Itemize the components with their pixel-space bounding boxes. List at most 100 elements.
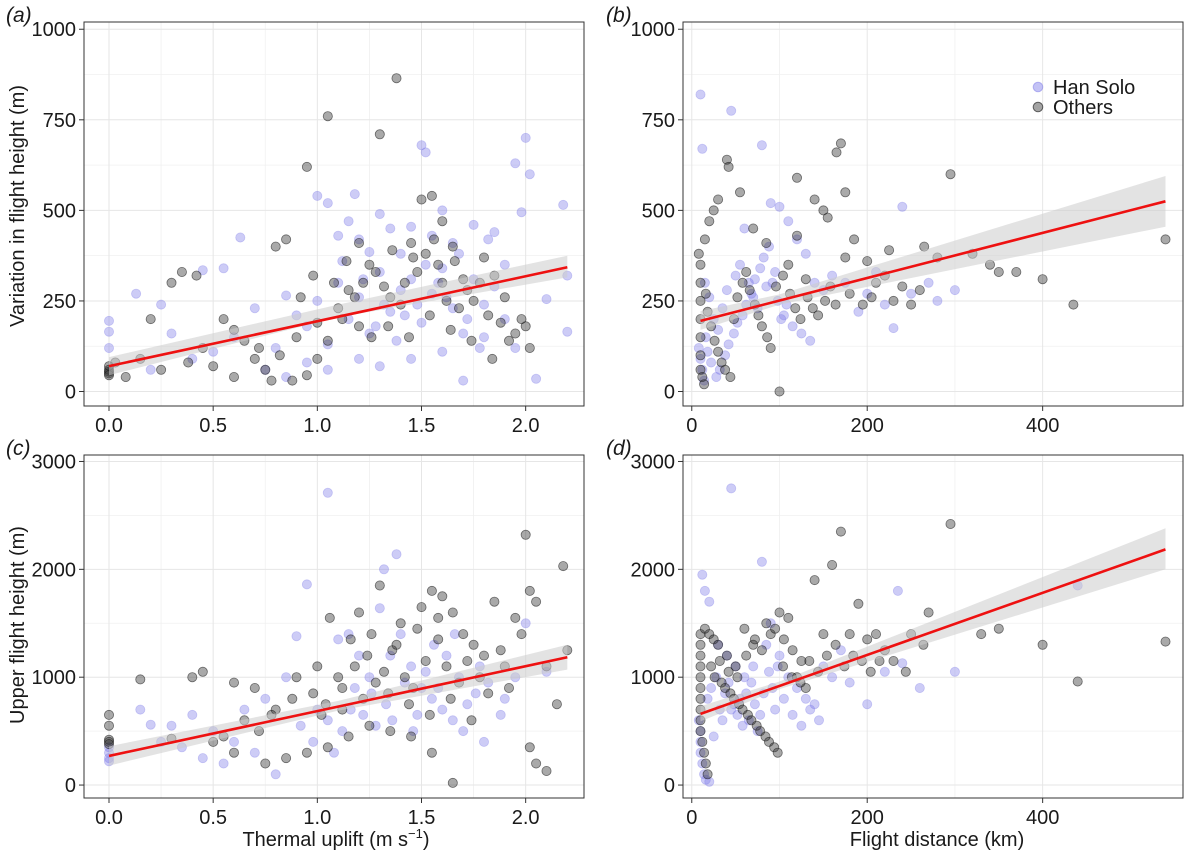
y-tick-label: 250 — [43, 291, 76, 313]
point-han-solo — [391, 549, 402, 560]
point-others — [428, 234, 439, 245]
point-han-solo — [695, 747, 706, 758]
x-tick-label: 200 — [851, 807, 884, 829]
point-others — [453, 303, 464, 314]
point-others — [742, 709, 753, 720]
point-han-solo — [949, 285, 960, 296]
point-han-solo — [478, 332, 489, 343]
point-others — [1160, 636, 1171, 647]
point-others — [260, 758, 271, 769]
point-others — [1037, 274, 1048, 285]
point-others — [741, 266, 752, 277]
point-others — [520, 529, 531, 540]
x-axis-title-left-sup: −1 — [408, 826, 423, 841]
point-others — [176, 266, 187, 277]
point-han-solo — [700, 774, 711, 785]
point-han-solo — [721, 285, 732, 296]
point-han-solo — [322, 364, 333, 375]
point-others — [769, 742, 780, 753]
point-others — [945, 519, 956, 530]
point-others — [821, 650, 832, 661]
point-others — [772, 747, 783, 758]
point-han-solo — [761, 281, 772, 292]
point-others — [761, 237, 772, 248]
point-han-solo — [135, 704, 146, 715]
point-others — [813, 310, 824, 321]
point-han-solo — [104, 342, 115, 353]
point-others — [735, 187, 746, 198]
point-others — [406, 731, 417, 742]
point-others — [778, 661, 789, 672]
point-han-solo — [270, 769, 281, 780]
point-others — [862, 256, 873, 267]
point-others — [709, 335, 720, 346]
point-others — [700, 288, 711, 299]
point-han-solo — [391, 335, 402, 346]
point-han-solo — [774, 650, 785, 661]
point-others — [366, 332, 377, 343]
point-others — [403, 699, 414, 710]
x-tick-label: 0.5 — [199, 415, 227, 437]
y-tick-label: 0 — [664, 775, 675, 797]
point-han-solo — [774, 201, 785, 212]
point-han-solo — [728, 328, 739, 339]
point-others — [308, 270, 319, 281]
point-others — [445, 693, 456, 704]
point-han-solo — [416, 140, 427, 151]
point-han-solo — [714, 364, 725, 375]
point-others — [343, 285, 354, 296]
point-han-solo — [399, 310, 410, 321]
point-han-solo — [333, 230, 344, 241]
point-han-solo — [702, 693, 713, 704]
point-others — [1068, 299, 1079, 310]
point-han-solo — [420, 259, 431, 270]
point-others — [888, 656, 899, 667]
point-others — [295, 292, 306, 303]
point-others — [420, 248, 431, 259]
point-others — [387, 245, 398, 256]
point-han-solo — [720, 688, 731, 699]
point-others — [191, 270, 202, 281]
point-others — [378, 281, 389, 292]
point-others — [489, 596, 500, 607]
point-others — [897, 281, 908, 292]
point-han-solo — [879, 666, 890, 677]
point-others — [468, 295, 479, 306]
point-others — [795, 314, 806, 325]
point-han-solo — [197, 753, 208, 764]
point-others — [322, 111, 333, 122]
point-han-solo — [437, 346, 448, 357]
point-others — [266, 375, 277, 386]
point-others — [695, 726, 706, 737]
point-others — [531, 758, 542, 769]
point-others — [723, 666, 734, 677]
point-others — [748, 223, 759, 234]
point-others — [800, 274, 811, 285]
point-others — [778, 270, 789, 281]
point-others — [695, 672, 706, 683]
point-others — [732, 292, 743, 303]
point-han-solo — [364, 246, 375, 257]
point-others — [695, 661, 706, 672]
point-others — [699, 747, 710, 758]
point-han-solo — [478, 299, 489, 310]
point-others — [761, 618, 772, 629]
point-han-solo — [470, 688, 481, 699]
point-han-solo — [426, 693, 437, 704]
point-others — [762, 332, 773, 343]
panel-c: 0.0 0.5 1.0 1.5 2.0 0 1000 2000 3000 — [32, 451, 585, 829]
point-han-solo — [499, 259, 510, 270]
point-han-solo — [524, 169, 535, 180]
point-han-solo — [906, 288, 917, 299]
point-others — [403, 332, 414, 343]
point-others — [358, 277, 369, 288]
point-others — [495, 645, 506, 656]
point-others — [516, 629, 527, 640]
point-han-solo — [805, 704, 816, 715]
point-han-solo — [756, 140, 767, 151]
point-han-solo — [704, 292, 715, 303]
point-han-solo — [746, 677, 757, 688]
point-others — [468, 639, 479, 650]
point-han-solo — [732, 317, 743, 328]
point-others — [695, 259, 706, 270]
